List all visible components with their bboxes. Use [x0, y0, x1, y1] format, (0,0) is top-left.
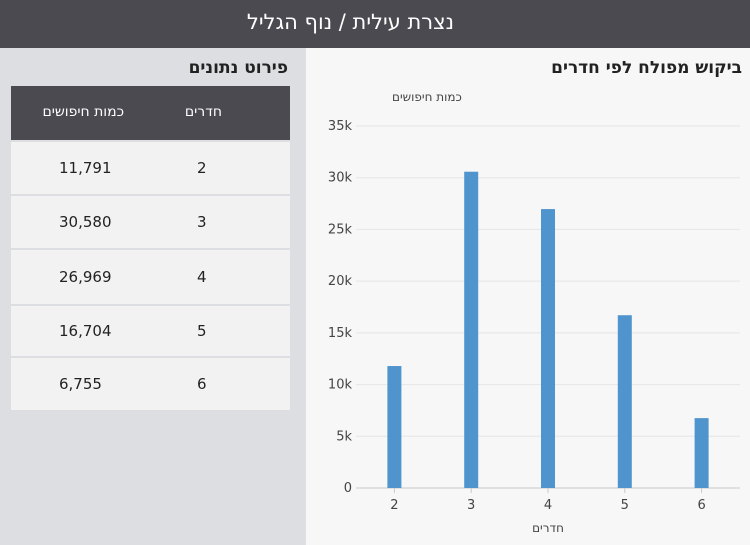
cell-searches: 11,791: [59, 159, 112, 177]
table-row: 2 11,791: [11, 140, 290, 194]
bar-3: [464, 171, 479, 488]
column-header-searches: כמות חיפושים: [42, 104, 124, 120]
table-header: חדרים כמות חיפושים: [11, 86, 290, 140]
y-tick-label: 20k: [328, 274, 353, 289]
cell-rooms: 2: [197, 159, 207, 177]
table-row: 3 30,580: [11, 194, 290, 248]
y-tick-label: 35k: [328, 119, 353, 134]
bar-5: [617, 315, 632, 488]
x-tick-label: 5: [621, 498, 629, 513]
cell-searches: 30,580: [59, 213, 112, 231]
cell-rooms: 6: [197, 375, 207, 393]
table-row: 4 26,969: [11, 248, 290, 304]
cell-searches: 6,755: [59, 375, 102, 393]
bar-chart: 0 5k 10k 15k 20k 25k 30k 35k כמות חיפושים 2 3 4 5 6 חד…: [328, 90, 740, 535]
table-row: 6 6,755: [11, 356, 290, 410]
cell-searches: 16,704: [59, 322, 112, 340]
x-tick-label: 2: [390, 498, 398, 513]
cell-rooms: 5: [197, 322, 207, 340]
y-axis-label: כמות חיפושים: [392, 90, 462, 104]
cell-searches: 26,969: [59, 268, 112, 286]
bar-4: [541, 209, 555, 489]
data-table-title: פירוט נתונים: [188, 58, 288, 78]
bar-6: [694, 418, 709, 488]
y-tick-label: 30k: [328, 171, 353, 186]
cell-rooms: 4: [197, 268, 207, 286]
chart-panel: ביקוש מפולח לפי חדרים 0 5k 10k 15k 20k 25k 30k…: [306, 48, 750, 545]
y-tick-label: 10k: [328, 378, 353, 393]
bar-2: [387, 366, 402, 488]
x-tick-label: 4: [544, 498, 552, 513]
cell-rooms: 3: [197, 213, 207, 231]
table-row: 5 16,704: [11, 304, 290, 356]
x-tick-label: 3: [467, 498, 475, 513]
x-tick-label: 6: [697, 498, 705, 513]
data-table: חדרים כמות חיפושים 2 11,791 3 30,580 4 26,969…: [11, 86, 290, 410]
x-axis-label: חדרים: [532, 521, 564, 535]
column-header-rooms: חדרים: [184, 104, 222, 120]
y-tick-label: 5k: [336, 429, 352, 444]
y-tick-label: 0: [344, 481, 352, 496]
chart-title: ביקוש מפולח לפי חדרים: [551, 58, 742, 78]
y-tick-label: 25k: [328, 222, 353, 237]
page-title: נצרת עילית / נוף הגליל: [246, 10, 454, 34]
y-tick-label: 15k: [328, 326, 353, 341]
header-bar: נצרת עילית / נוף הגליל: [0, 0, 750, 48]
